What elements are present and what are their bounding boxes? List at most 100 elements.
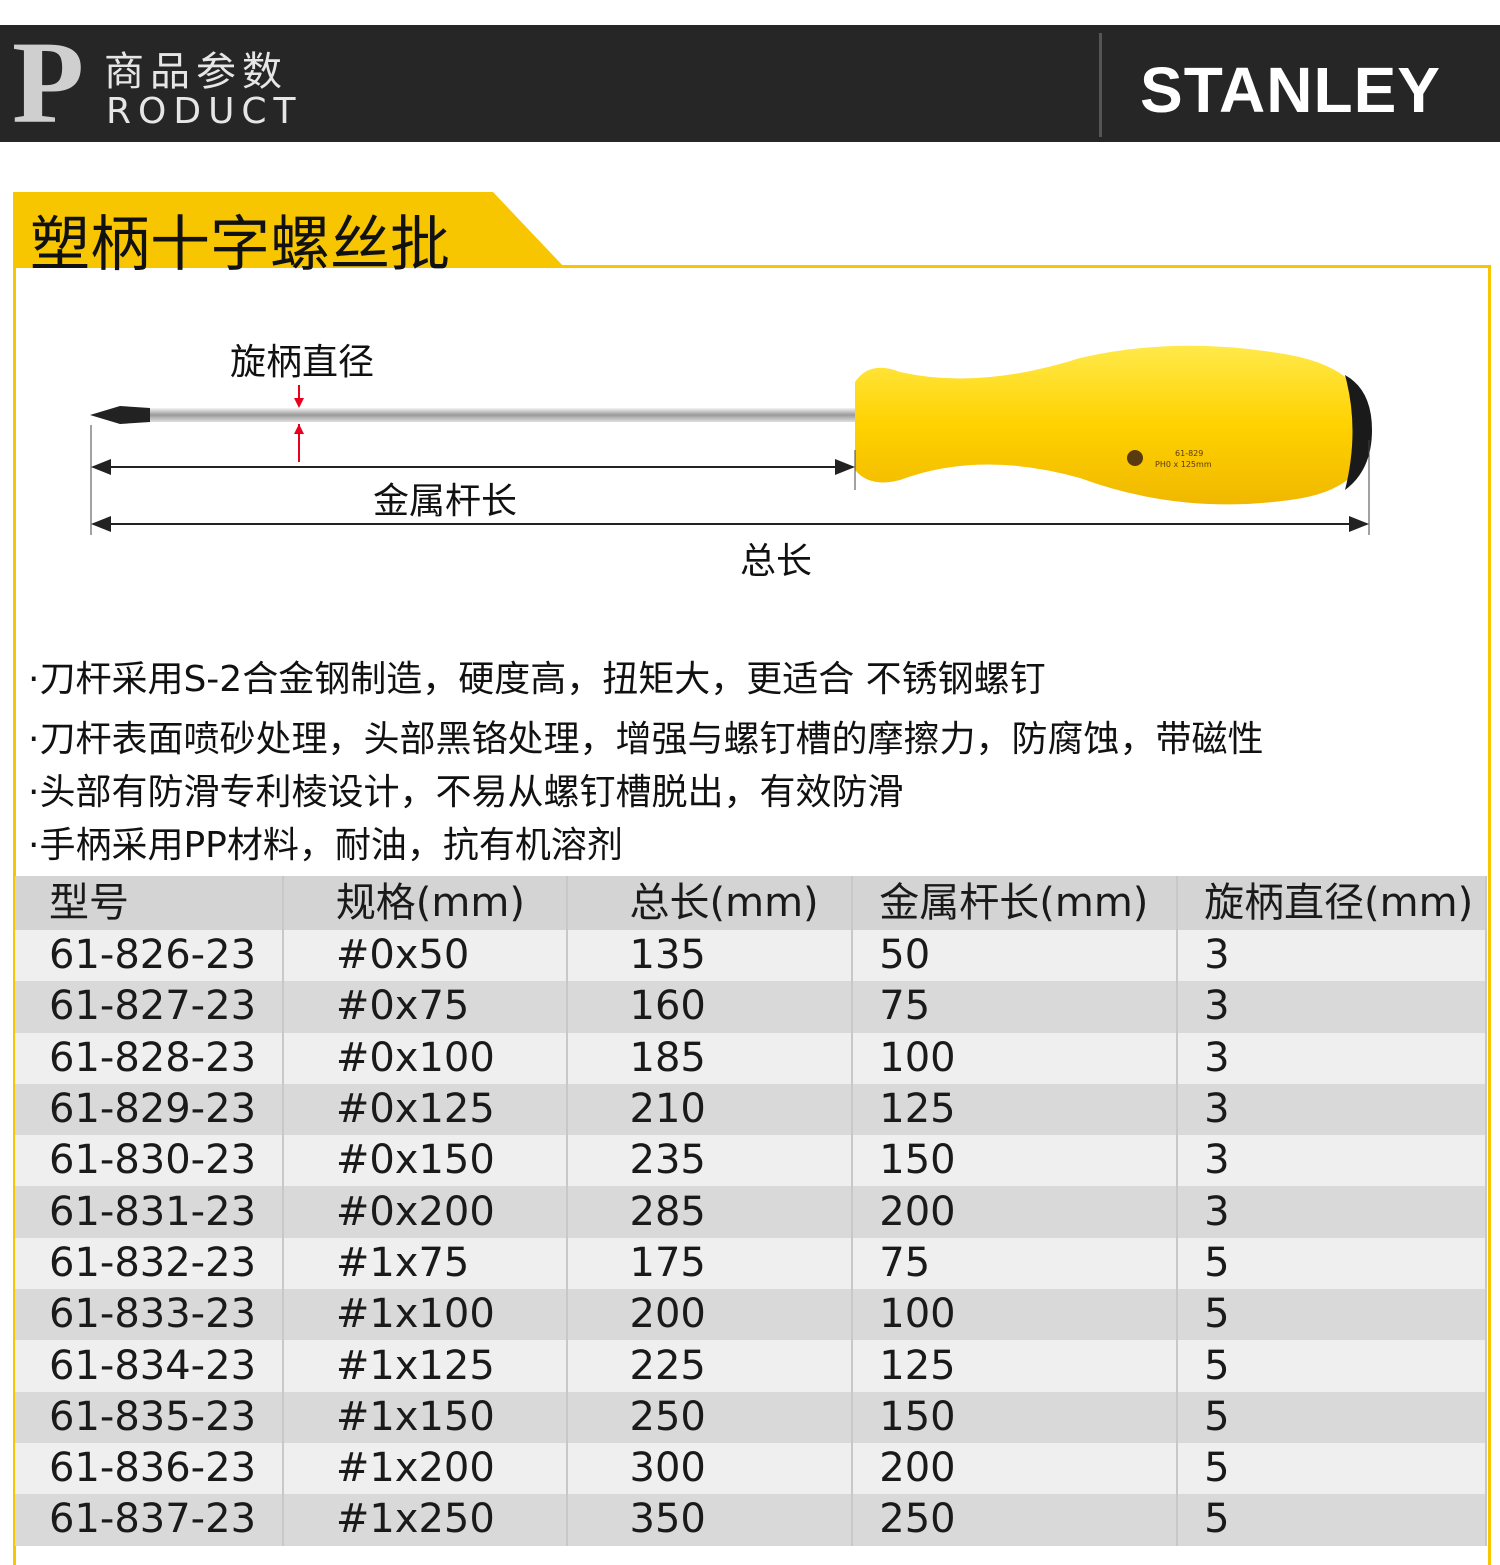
cell-spec: #0x100 bbox=[282, 1032, 568, 1084]
cell-total-length: 250 bbox=[566, 1391, 854, 1443]
handle-end-cap bbox=[1345, 375, 1372, 490]
table-header-row: 型号 规格(mm) 总长(mm) 金属杆长(mm) 旋柄直径(mm) bbox=[15, 876, 1487, 930]
cell-shaft-length: 100 bbox=[852, 1289, 1179, 1341]
svg-text:61-829: 61-829 bbox=[1175, 449, 1203, 458]
screwdriver-shaft bbox=[90, 406, 860, 424]
cell-spec: #1x200 bbox=[282, 1442, 568, 1495]
cell-total-length: 285 bbox=[566, 1186, 854, 1238]
feature-item: ·头部有防滑专利棱设计，不易从螺钉槽脱出，有效防滑 bbox=[28, 772, 904, 813]
label-shaft-length: 金属杆长 bbox=[373, 481, 518, 522]
cell-spec: #0x75 bbox=[282, 981, 568, 1033]
cell-shaft-length: 200 bbox=[852, 1442, 1179, 1495]
header-handle-diameter: 旋柄直径(mm) bbox=[1177, 876, 1487, 930]
svg-text:PH0 x 125mm: PH0 x 125mm bbox=[1155, 460, 1212, 469]
cell-model: 61-828-23 bbox=[15, 1032, 284, 1084]
cell-total-length: 235 bbox=[566, 1135, 854, 1187]
feature-item: ·刀杆表面喷砂处理，头部黑铬处理，增强与螺钉槽的摩擦力，防腐蚀，带磁性 bbox=[28, 719, 1264, 760]
total-length-dimension bbox=[91, 440, 1370, 535]
cell-total-length: 200 bbox=[566, 1289, 854, 1341]
header-shaft-length: 金属杆长(mm) bbox=[852, 876, 1179, 930]
cell-spec: #0x125 bbox=[282, 1083, 568, 1136]
handle-print: 61-829 PH0 x 125mm bbox=[1127, 449, 1212, 469]
cell-shaft-length: 75 bbox=[852, 981, 1179, 1033]
cell-shaft-length: 150 bbox=[852, 1391, 1179, 1443]
header-title-cn: 商品参数 bbox=[104, 49, 288, 95]
table-row: 61-836-23 #1x200 300 200 5 bbox=[15, 1442, 1487, 1495]
cell-shaft-length: 50 bbox=[852, 930, 1179, 982]
cell-model: 61-829-23 bbox=[15, 1083, 284, 1136]
cell-total-length: 350 bbox=[566, 1494, 854, 1546]
table-row: 61-829-23 #0x125 210 125 3 bbox=[15, 1083, 1487, 1136]
table-row: 61-826-23 #0x50 135 50 3 bbox=[15, 930, 1487, 982]
cell-shaft-length: 100 bbox=[852, 1032, 1179, 1084]
table-row: 61-837-23 #1x250 350 250 5 bbox=[15, 1494, 1487, 1546]
cell-spec: #1x75 bbox=[282, 1237, 568, 1290]
cell-handle-diameter: 3 bbox=[1177, 1083, 1487, 1136]
cell-model: 61-835-23 bbox=[15, 1391, 284, 1443]
header-model: 型号 bbox=[15, 876, 284, 930]
table-row: 61-833-23 #1x100 200 100 5 bbox=[15, 1289, 1487, 1341]
cell-total-length: 210 bbox=[566, 1083, 854, 1136]
cell-total-length: 175 bbox=[566, 1237, 854, 1290]
cell-model: 61-832-23 bbox=[15, 1237, 284, 1290]
cell-handle-diameter: 3 bbox=[1177, 930, 1487, 982]
feature-item: ·刀杆采用S-2合金钢制造，硬度高，扭矩大，更适合 不锈钢螺钉 bbox=[28, 659, 1046, 700]
cell-shaft-length: 125 bbox=[852, 1340, 1179, 1392]
feature-item: ·手柄采用PP材料，耐油，抗有机溶剂 bbox=[28, 825, 623, 866]
header-title-en: RODUCT bbox=[106, 91, 303, 132]
cell-handle-diameter: 5 bbox=[1177, 1340, 1487, 1392]
cell-model: 61-831-23 bbox=[15, 1186, 284, 1238]
diameter-arrows bbox=[294, 385, 304, 462]
header-total-length: 总长(mm) bbox=[566, 876, 854, 930]
section-title-tab bbox=[13, 192, 565, 268]
section-title: 塑柄十字螺丝批 bbox=[30, 210, 450, 280]
cell-handle-diameter: 5 bbox=[1177, 1391, 1487, 1443]
header-bar: P 商品参数 RODUCT STANLEY bbox=[0, 17, 1500, 148]
table-row: 61-832-23 #1x75 175 75 5 bbox=[15, 1237, 1487, 1290]
cell-shaft-length: 125 bbox=[852, 1083, 1179, 1136]
cell-handle-diameter: 5 bbox=[1177, 1289, 1487, 1341]
cell-spec: #1x250 bbox=[282, 1494, 568, 1546]
table-row: 61-830-23 #0x150 235 150 3 bbox=[15, 1135, 1487, 1187]
cell-total-length: 160 bbox=[566, 981, 854, 1033]
table-row: 61-835-23 #1x150 250 150 5 bbox=[15, 1391, 1487, 1443]
cell-spec: #1x125 bbox=[282, 1340, 568, 1392]
cell-model: 61-834-23 bbox=[15, 1340, 284, 1392]
cell-handle-diameter: 5 bbox=[1177, 1442, 1487, 1495]
spec-table: 型号 规格(mm) 总长(mm) 金属杆长(mm) 旋柄直径(mm) 61-82… bbox=[15, 876, 1487, 1546]
cell-spec: #0x150 bbox=[282, 1135, 568, 1187]
cell-shaft-length: 150 bbox=[852, 1135, 1179, 1187]
header-p-letter: P bbox=[12, 17, 85, 148]
cell-handle-diameter: 3 bbox=[1177, 1032, 1487, 1084]
cell-spec: #1x150 bbox=[282, 1391, 568, 1443]
header-divider bbox=[1099, 33, 1102, 137]
content-frame bbox=[13, 265, 1491, 1565]
cell-model: 61-827-23 bbox=[15, 981, 284, 1033]
table-row: 61-827-23 #0x75 160 75 3 bbox=[15, 981, 1487, 1033]
table-row: 61-828-23 #0x100 185 100 3 bbox=[15, 1032, 1487, 1084]
cell-total-length: 225 bbox=[566, 1340, 854, 1392]
cell-model: 61-836-23 bbox=[15, 1442, 284, 1495]
cell-total-length: 135 bbox=[566, 930, 854, 982]
cell-model: 61-830-23 bbox=[15, 1135, 284, 1187]
screwdriver-handle bbox=[855, 345, 1372, 505]
header-spec: 规格(mm) bbox=[282, 876, 568, 930]
cell-total-length: 185 bbox=[566, 1032, 854, 1084]
cell-handle-diameter: 3 bbox=[1177, 1186, 1487, 1238]
cell-shaft-length: 200 bbox=[852, 1186, 1179, 1238]
table-row: 61-834-23 #1x125 225 125 5 bbox=[15, 1340, 1487, 1392]
label-handle-diameter: 旋柄直径 bbox=[230, 342, 375, 383]
cell-handle-diameter: 3 bbox=[1177, 981, 1487, 1033]
screwdriver-diagram: 61-829 PH0 x 125mm bbox=[90, 345, 1372, 535]
cell-spec: #0x200 bbox=[282, 1186, 568, 1238]
cell-shaft-length: 75 bbox=[852, 1237, 1179, 1290]
table-row: 61-831-23 #0x200 285 200 3 bbox=[15, 1186, 1487, 1238]
cell-shaft-length: 250 bbox=[852, 1494, 1179, 1546]
label-total-length: 总长 bbox=[740, 541, 813, 582]
cell-total-length: 300 bbox=[566, 1442, 854, 1495]
cell-model: 61-826-23 bbox=[15, 930, 284, 982]
brand-logo: STANLEY bbox=[1140, 54, 1441, 126]
cell-handle-diameter: 3 bbox=[1177, 1135, 1487, 1187]
cell-handle-diameter: 5 bbox=[1177, 1237, 1487, 1290]
cell-model: 61-833-23 bbox=[15, 1289, 284, 1341]
